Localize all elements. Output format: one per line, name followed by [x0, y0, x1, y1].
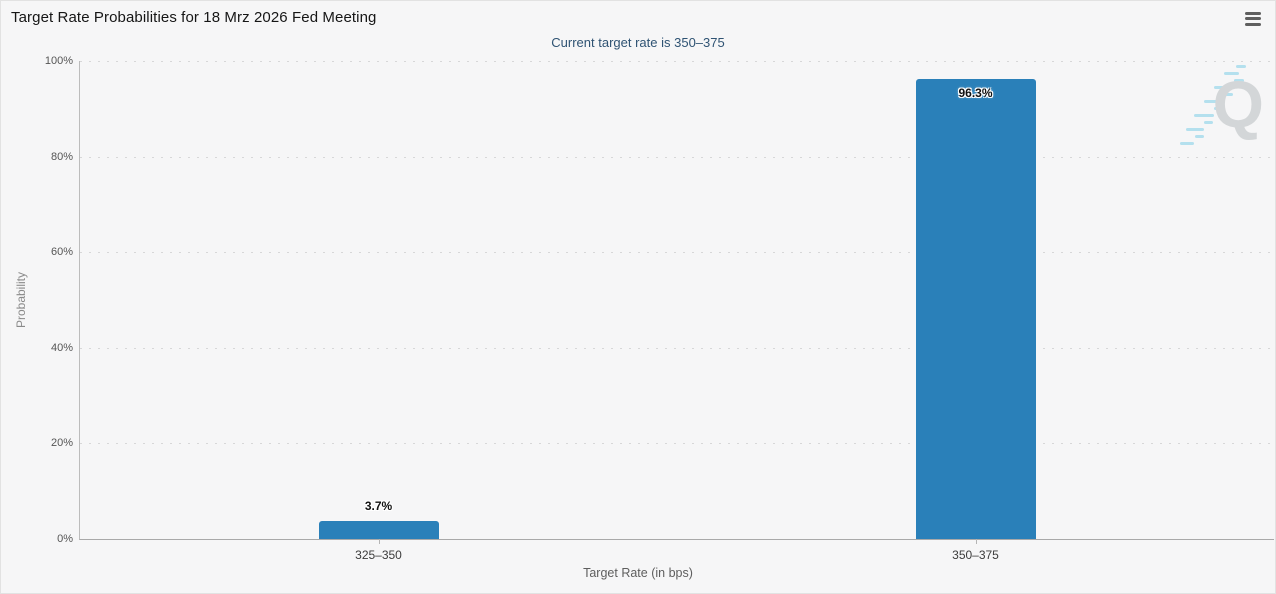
- q-logo-letter: Q: [1212, 67, 1264, 141]
- x-tick: [378, 539, 380, 544]
- gridline: [80, 443, 1274, 445]
- x-category-label: 325–350: [355, 548, 402, 562]
- probability-bar[interactable]: [915, 78, 1036, 539]
- y-tick-label: 40%: [50, 341, 73, 354]
- gridline: [80, 156, 1274, 158]
- gridline: [80, 252, 1274, 254]
- bar-value-label: 3.7%: [364, 499, 393, 514]
- bar-value-label: 96.3%: [958, 85, 993, 100]
- plot-area: Q 3.7% 325–350 96.3% 350–375: [79, 61, 1274, 562]
- hamburger-icon: [1243, 11, 1263, 26]
- y-tick-label: 80%: [50, 150, 73, 163]
- quikstrike-watermark: Q: [1178, 57, 1264, 153]
- probability-bar[interactable]: [318, 521, 439, 539]
- y-tick-label: 20%: [50, 437, 73, 450]
- y-tick-label: 60%: [50, 246, 73, 259]
- x-axis-title: Target Rate (in bps): [583, 566, 693, 580]
- y-tick-label: 0%: [57, 533, 73, 545]
- x-category-label: 350–375: [952, 548, 999, 562]
- gridline: [80, 347, 1274, 349]
- chart-subtitle: Current target rate is 350–375: [551, 35, 725, 50]
- gridline: [80, 61, 1274, 62]
- y-axis-title: Probability: [14, 271, 28, 329]
- chart-title: Target Rate Probabilities for 18 Mrz 202…: [11, 9, 377, 26]
- x-tick: [975, 539, 977, 544]
- y-tick-label: 100%: [44, 55, 73, 67]
- chart-context-menu-button[interactable]: [1241, 9, 1265, 31]
